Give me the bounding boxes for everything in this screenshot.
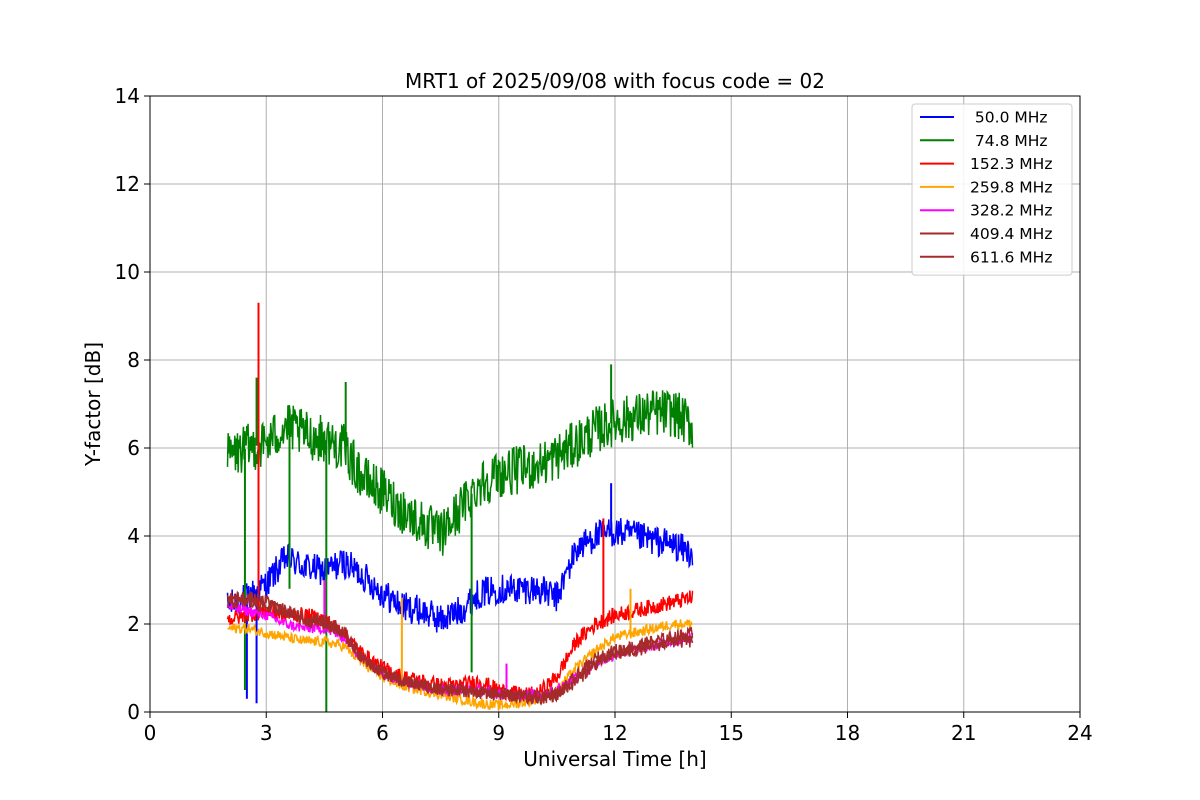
- y-axis-label: Y-factor [dB]: [81, 342, 105, 467]
- x-tick-label: 21: [951, 721, 976, 745]
- legend-label: 152.3 MHz: [970, 155, 1052, 173]
- legend-label: 259.8 MHz: [970, 178, 1052, 196]
- legend-box: [911, 103, 1073, 276]
- plot-area: [226, 302, 694, 712]
- x-tick-label: 3: [260, 721, 273, 745]
- series-line: [227, 619, 693, 711]
- y-tick-label: 4: [127, 524, 140, 548]
- y-tick-label: 14: [115, 84, 140, 108]
- x-tick-label: 18: [835, 721, 860, 745]
- x-axis-label: Universal Time [h]: [523, 747, 706, 771]
- series-line: [226, 590, 694, 703]
- legend-label: 328.2 MHz: [970, 202, 1052, 220]
- legend-label: 74.8 MHz: [970, 132, 1048, 150]
- legend-label: 611.6 MHz: [970, 248, 1052, 266]
- y-axis: 0 2 4 6 8 10 12 14: [115, 84, 150, 724]
- series-line: [226, 389, 694, 556]
- x-axis: 0 3 6 9 12 15 18 21 24: [144, 712, 1093, 745]
- legend-label: 50.0 MHz: [970, 109, 1048, 127]
- y-tick-label: 6: [127, 436, 140, 460]
- x-tick-label: 6: [376, 721, 389, 745]
- y-tick-label: 0: [127, 700, 140, 724]
- chart-title: MRT1 of 2025/09/08 with focus code = 02: [405, 69, 825, 93]
- x-tick-label: 12: [602, 721, 627, 745]
- x-tick-label: 24: [1067, 721, 1092, 745]
- y-tick-label: 8: [127, 348, 140, 372]
- y-tick-label: 10: [115, 260, 140, 284]
- series-6: [226, 594, 694, 706]
- x-tick-label: 15: [719, 721, 744, 745]
- legend: 50.0 MHz 74.8 MHz 152.3 MHz 259.8 MHz 328.2…: [911, 103, 1073, 276]
- y-tick-label: 2: [127, 612, 140, 636]
- y-tick-label: 12: [115, 172, 140, 196]
- x-tick-label: 9: [492, 721, 505, 745]
- series-2: [226, 302, 694, 703]
- series-line: [226, 594, 694, 706]
- series-line: [226, 518, 694, 633]
- legend-label: 409.4 MHz: [970, 225, 1052, 243]
- series-1: [226, 364, 694, 712]
- x-tick-label: 0: [144, 721, 157, 745]
